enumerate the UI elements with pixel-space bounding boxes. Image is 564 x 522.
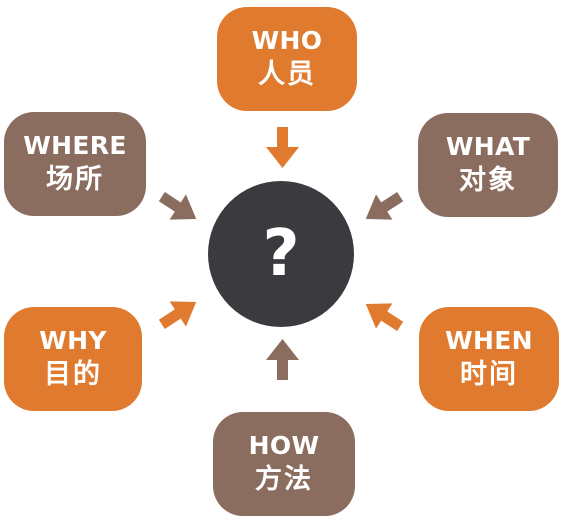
- node-what: WHAT 对象: [418, 113, 558, 217]
- node-why-en-label: WHY: [39, 326, 107, 356]
- question-center-circle: ?: [208, 181, 354, 327]
- node-where: WHERE 场所: [4, 112, 146, 216]
- node-how: HOW 方法: [213, 412, 355, 516]
- node-what-en-label: WHAT: [445, 132, 531, 162]
- node-when-en-label: WHEN: [445, 326, 533, 356]
- node-where-en-label: WHERE: [23, 131, 127, 161]
- node-when: WHEN 时间: [419, 307, 559, 411]
- arrow-who: [266, 127, 299, 168]
- node-when-zh-label: 时间: [460, 359, 518, 391]
- node-how-zh-label: 方法: [255, 464, 313, 496]
- node-who-en-label: WHO: [251, 26, 323, 56]
- node-where-zh-label: 场所: [46, 164, 104, 196]
- arrow-what: [365, 192, 404, 220]
- arrow-why: [158, 301, 197, 329]
- arrow-how: [266, 339, 299, 380]
- node-why: WHY 目的: [4, 307, 142, 411]
- node-who-zh-label: 人员: [258, 59, 316, 91]
- node-what-zh-label: 对象: [459, 165, 517, 197]
- node-why-zh-label: 目的: [44, 359, 102, 391]
- question-mark: ?: [262, 217, 300, 291]
- arrow-when: [365, 303, 404, 331]
- node-who: WHO 人员: [217, 7, 357, 111]
- node-how-en-label: HOW: [248, 431, 320, 461]
- arrow-where: [158, 192, 197, 220]
